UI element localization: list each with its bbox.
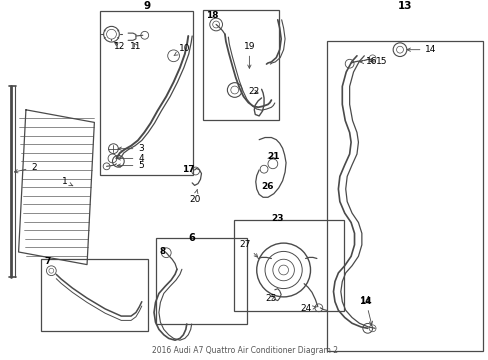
Text: 2016 Audi A7 Quattro Air Conditioner Diagram 2: 2016 Audi A7 Quattro Air Conditioner Dia… [151, 346, 337, 355]
Text: 22: 22 [248, 87, 260, 96]
Text: 17: 17 [182, 165, 194, 174]
Text: 18: 18 [206, 10, 219, 19]
Text: 3: 3 [118, 144, 144, 153]
Text: 1: 1 [61, 177, 73, 186]
Text: 2: 2 [14, 163, 37, 173]
Text: 14: 14 [360, 296, 372, 325]
Text: 20: 20 [188, 190, 200, 204]
Text: 7: 7 [44, 256, 51, 266]
Bar [326, 41, 482, 351]
Bar [233, 220, 343, 311]
Text: 4: 4 [117, 154, 144, 163]
Bar [100, 11, 193, 175]
Text: 19: 19 [243, 41, 255, 68]
Bar [156, 238, 246, 324]
Text: 5: 5 [117, 161, 144, 170]
Text: 10: 10 [174, 44, 190, 55]
Text: 27: 27 [239, 240, 257, 257]
Text: 12: 12 [114, 41, 125, 50]
Text: 24: 24 [299, 304, 316, 313]
Text: 16: 16 [359, 57, 377, 66]
Bar [203, 10, 278, 120]
Text: 14: 14 [407, 45, 436, 54]
Bar [41, 259, 148, 331]
Text: 8: 8 [159, 247, 165, 256]
Text: 11: 11 [130, 41, 142, 50]
Text: 14: 14 [359, 297, 371, 306]
Text: 25: 25 [265, 293, 277, 302]
Text: 26: 26 [261, 182, 274, 191]
Text: 13: 13 [397, 1, 411, 12]
Text: 6: 6 [188, 233, 195, 243]
Text: 15: 15 [369, 57, 386, 66]
Text: 23: 23 [271, 214, 284, 223]
Text: 9: 9 [143, 1, 150, 12]
Text: 21: 21 [267, 152, 280, 161]
